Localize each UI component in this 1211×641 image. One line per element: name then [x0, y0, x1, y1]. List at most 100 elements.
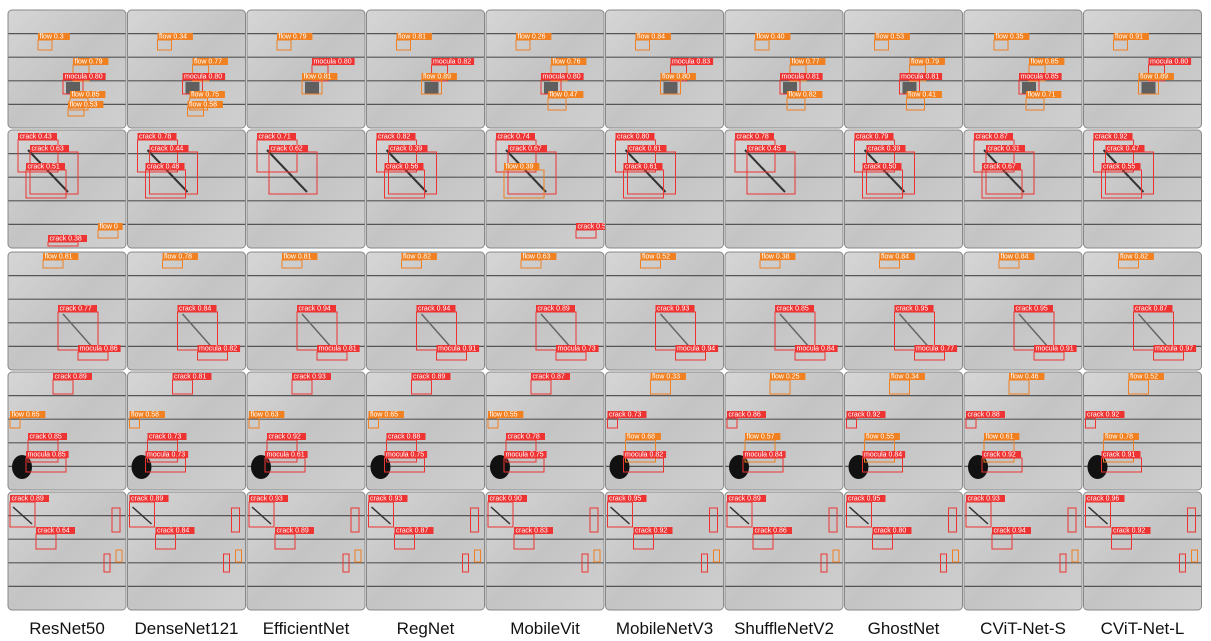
- defect: [305, 82, 319, 94]
- column-label: MobileVit: [510, 619, 580, 638]
- detection-label: crack 0.87: [533, 374, 565, 381]
- detection-label: crack 0.88: [388, 434, 420, 441]
- detection-label: crack 0.44: [151, 146, 183, 153]
- detection-label: mocula 0.80: [543, 74, 581, 81]
- detection-label: flow 0.71: [1028, 92, 1056, 99]
- cell-image: flow 0.84crack 0.95mocula 0.91: [964, 252, 1082, 370]
- cell-image: crack 0.78crack 0.44crack 0.48: [128, 130, 246, 248]
- cell-image: flow 0.52crack 0.93mocula 0.94: [606, 252, 724, 370]
- solar-cell: [606, 10, 724, 128]
- detection-label: crack 0.81: [174, 374, 206, 381]
- detection-label: flow 0.82: [789, 92, 817, 99]
- detection-label: flow 0: [100, 224, 118, 231]
- cell-image: crack 0.89crack 0.84: [128, 492, 246, 610]
- cell-image: flow 0.91mocula 0.80flow 0.89: [1084, 10, 1202, 128]
- solar-cell: [1084, 492, 1202, 610]
- cell-image: crack 0.80crack 0.81crack 0.61: [606, 130, 724, 248]
- detection-label: crack 0.93: [251, 496, 283, 503]
- detection-label: crack 0.74: [498, 134, 530, 141]
- detection-label: flow 0.65: [12, 412, 40, 419]
- solar-cell: [367, 492, 485, 610]
- detection-label: mocula 0.84: [797, 346, 835, 353]
- cell-image: crack 0.89flow 0.65crack 0.85mocula 0.85: [8, 372, 126, 490]
- detection-label: flow 0.53: [876, 34, 904, 41]
- detection-label: crack 0.51: [28, 164, 60, 171]
- detection-label: flow 0.65: [370, 412, 398, 419]
- detection-label: mocula 0.81: [782, 74, 820, 81]
- detection-label: flow 0.85: [1031, 59, 1059, 66]
- detection-label: flow 0.75: [191, 92, 219, 99]
- detection-label: flow 0.85: [72, 92, 100, 99]
- detection-label: flow 0.79: [75, 59, 103, 66]
- detection-label: mocula 0.73: [147, 452, 185, 459]
- solar-cell: [8, 492, 126, 610]
- cell-image: flow 0.26 flow 0.76 mocula 0.80 flow 0.47: [486, 10, 604, 128]
- detection-label: flow 0.57: [747, 434, 775, 441]
- detection-label: flow 0.55: [490, 412, 518, 419]
- detection-label: flow 0.89: [423, 74, 451, 81]
- cell-image: flow 0.81mocula 0.82flow 0.89: [367, 10, 485, 128]
- detection-label: mocula 0.86: [80, 346, 118, 353]
- column-label: RegNet: [397, 619, 455, 638]
- solar-cell: [725, 10, 843, 128]
- solar-cell: [367, 10, 485, 128]
- cell-image: crack 0.96crack 0.92: [1084, 492, 1202, 610]
- cell-image: flow 0.84crack 0.95mocula 0.77: [845, 252, 963, 370]
- detection-label: mocula 0.97: [1155, 346, 1193, 353]
- detection-label: crack 0.84: [179, 306, 211, 313]
- detection-label: flow 0.63: [523, 254, 551, 261]
- column-label: ResNet50: [29, 619, 105, 638]
- cell-image: crack 0.87flow 0.55crack 0.78mocula 0.75: [486, 372, 604, 490]
- detection-label: crack 0.95: [609, 496, 641, 503]
- cell-image: flow 0.34crack 0.92flow 0.55mocula 0.84: [845, 372, 963, 490]
- detection-label: flow 0.80: [662, 74, 690, 81]
- detection-label: flow 0.81: [45, 254, 73, 261]
- cell-image: crack 0.89flow 0.65crack 0.88mocula 0.75: [367, 372, 485, 490]
- solar-cell: [247, 10, 365, 128]
- solar-cell: [725, 492, 843, 610]
- detection-label: mocula 0.80: [65, 74, 103, 81]
- cell-image: flow 0.35flow 0.85mocula 0.85flow 0.71: [964, 10, 1082, 128]
- detection-label: flow 0.26: [518, 34, 546, 41]
- solar-cell: [964, 10, 1082, 128]
- detection-label: crack 0.92: [1087, 412, 1119, 419]
- cell-image: flow 0.81 crack 0.77 mocula 0.86: [8, 252, 126, 370]
- cell-image: flow 0.46crack 0.88flow 0.61crack 0.92: [964, 372, 1082, 490]
- cell-image: crack 0.87crack 0.31crack 0.67: [964, 130, 1082, 248]
- cell-image: flow 0.25crack 0.86flow 0.57mocula 0.84: [725, 372, 843, 490]
- cell-image: crack 0.93 crack 0.89: [247, 492, 365, 610]
- detection-label: flow 0.63: [251, 412, 279, 419]
- detection-label: flow 0.58: [189, 102, 217, 109]
- defect: [664, 82, 678, 94]
- detection-label: flow 0.76: [553, 59, 581, 66]
- detection-label: flow 0.84: [637, 34, 665, 41]
- detection-label: crack 0.89: [538, 306, 570, 313]
- solar-cell: [606, 492, 724, 610]
- cell-image: flow 0.63crack 0.89mocula 0.73: [486, 252, 604, 370]
- cell-image: flow 0.33crack 0.73flow 0.68mocula 0.82: [606, 372, 724, 490]
- detection-label: crack 0.93: [294, 374, 326, 381]
- detection-label: crack 0.45: [749, 146, 781, 153]
- detection-label: mocula 0.61: [267, 452, 305, 459]
- solar-cell: [845, 492, 963, 610]
- cell-image: crack 0.74crack 0.67flow 0.39crack 0.54: [486, 130, 615, 248]
- detection-label: crack 0.91: [1103, 452, 1135, 459]
- cell-image: flow 0.40flow 0.77mocula 0.81flow 0.82: [725, 10, 843, 128]
- detection-label: crack 0.93: [968, 496, 1000, 503]
- detection-label: flow 0.47: [550, 92, 578, 99]
- detection-label: crack 0.89: [729, 496, 761, 503]
- detection-label: crack 0.89: [131, 496, 163, 503]
- column-label: EfficientNet: [263, 619, 350, 638]
- detection-label: crack 0.89: [277, 528, 309, 535]
- detection-label: mocula 0.81: [901, 74, 939, 81]
- detection-label: crack 0.83: [516, 528, 548, 535]
- detection-label: mocula 0.80: [184, 74, 222, 81]
- detection-label: crack 0.77: [60, 306, 92, 313]
- cell-image: crack 0.92crack 0.47crack 0.55: [1084, 130, 1202, 248]
- detection-label: flow 0.3: [40, 34, 64, 41]
- cell-image: flow 0.84mocula 0.83flow 0.80: [606, 10, 724, 128]
- solar-cell: [845, 10, 963, 128]
- cell-image: crack 0.93crack 0.94: [964, 492, 1082, 610]
